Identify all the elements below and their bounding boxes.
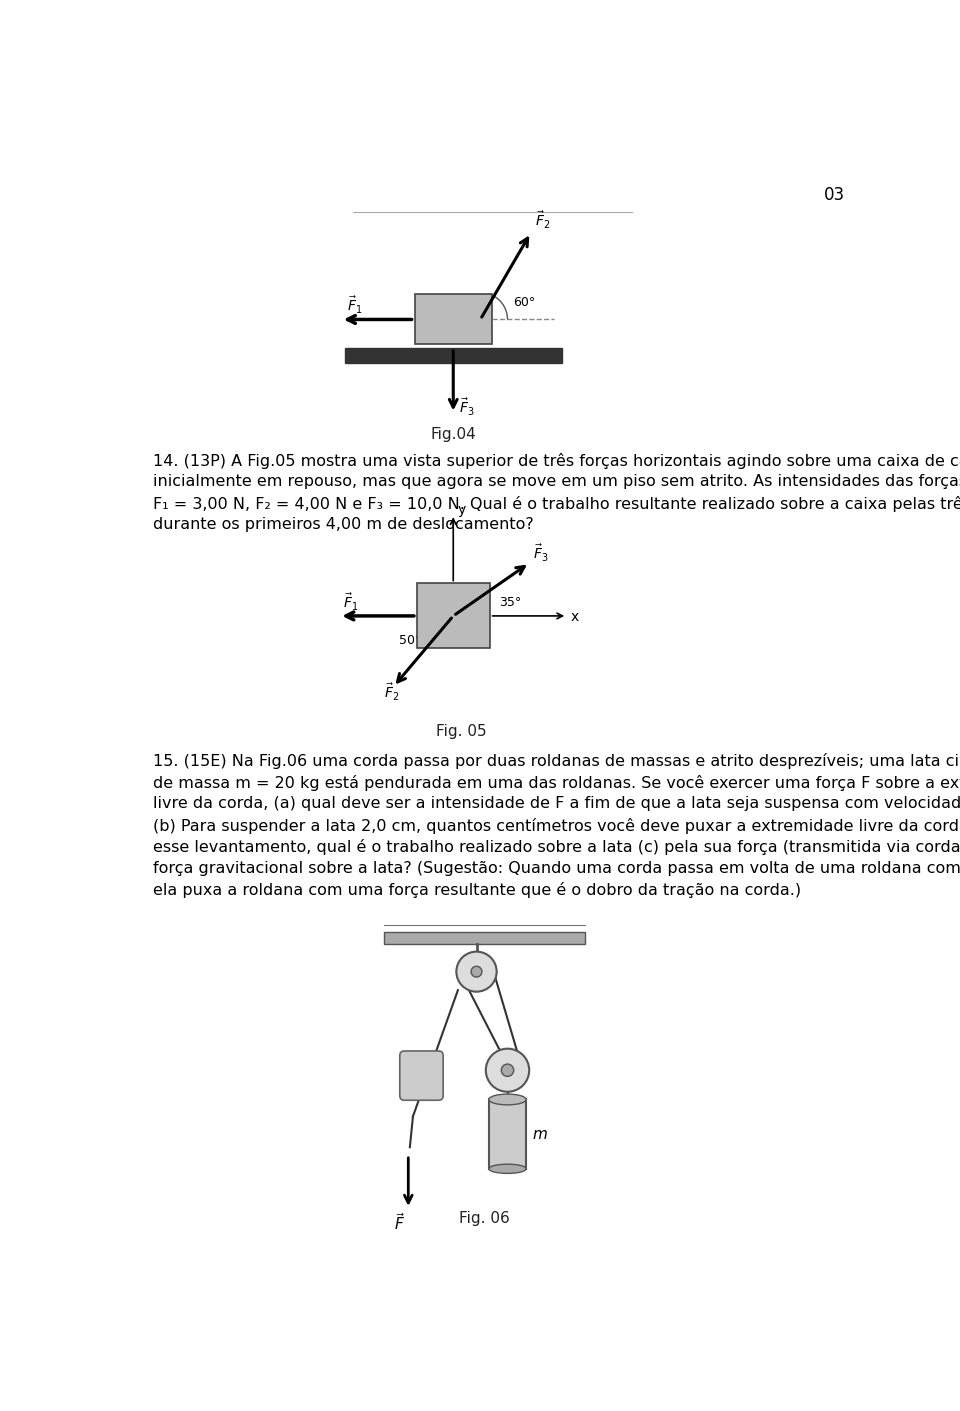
- Text: esse levantamento, qual é o trabalho realizado sobre a lata (c) pela sua força (: esse levantamento, qual é o trabalho rea…: [153, 840, 960, 855]
- Circle shape: [501, 1064, 514, 1077]
- Text: ela puxa a roldana com uma força resultante que é o dobro da tração na corda.): ela puxa a roldana com uma força resulta…: [153, 882, 801, 899]
- Text: Fig. 06: Fig. 06: [459, 1211, 510, 1226]
- Text: m: m: [532, 1126, 547, 1141]
- Text: durante os primeiros 4,00 m de deslocamento?: durante os primeiros 4,00 m de deslocame…: [153, 518, 534, 532]
- Text: $\vec{F}_3$: $\vec{F}_3$: [533, 543, 548, 564]
- Text: $\vec{F}$: $\vec{F}$: [395, 1212, 405, 1233]
- Text: 03: 03: [824, 186, 845, 205]
- Text: inicialmente em repouso, mas que agora se move em um piso sem atrito. As intensi: inicialmente em repouso, mas que agora s…: [153, 474, 960, 490]
- Text: 14. (13P) A Fig.05 mostra uma vista superior de três forças horizontais agindo s: 14. (13P) A Fig.05 mostra uma vista supe…: [153, 453, 960, 468]
- Text: F₁ = 3,00 N, F₂ = 4,00 N e F₃ = 10,0 N. Qual é o trabalho resultante realizado s: F₁ = 3,00 N, F₂ = 4,00 N e F₃ = 10,0 N. …: [153, 495, 960, 512]
- Text: y: y: [457, 504, 466, 518]
- Bar: [489, 1099, 526, 1168]
- Text: de massa m = 20 kg está pendurada em uma das roldanas. Se você exercer uma força: de massa m = 20 kg está pendurada em uma…: [153, 775, 960, 790]
- Text: Fig. 05: Fig. 05: [436, 724, 487, 739]
- Text: $\vec{F}_3$: $\vec{F}_3$: [460, 396, 475, 418]
- Bar: [417, 583, 491, 648]
- Text: $\vec{F}_1$: $\vec{F}_1$: [348, 295, 363, 316]
- Text: livre da corda, (a) qual deve ser a intensidade de F a fim de que a lata seja su: livre da corda, (a) qual deve ser a inte…: [153, 796, 960, 811]
- Text: $\vec{F}_2$: $\vec{F}_2$: [384, 682, 399, 703]
- Bar: [415, 293, 492, 344]
- Ellipse shape: [489, 1094, 526, 1105]
- Text: x: x: [570, 611, 579, 625]
- Ellipse shape: [489, 1164, 526, 1174]
- Circle shape: [471, 967, 482, 976]
- FancyBboxPatch shape: [399, 1051, 444, 1101]
- Text: 60°: 60°: [513, 296, 535, 309]
- Text: $\vec{F}_1$: $\vec{F}_1$: [344, 591, 359, 612]
- Text: 35°: 35°: [499, 595, 521, 608]
- Text: 50°: 50°: [399, 634, 421, 648]
- Text: (b) Para suspender a lata 2,0 cm, quantos centímetros você deve puxar a extremid: (b) Para suspender a lata 2,0 cm, quanto…: [153, 817, 960, 834]
- Circle shape: [456, 951, 496, 992]
- Circle shape: [486, 1048, 529, 1092]
- Text: força gravitacional sobre a lata? (Sugestão: Quando uma corda passa em volta de : força gravitacional sobre a lata? (Suges…: [153, 861, 960, 876]
- Bar: [383, 931, 585, 944]
- Text: Fig.04: Fig.04: [430, 428, 476, 442]
- Text: $\vec{F}_2$: $\vec{F}_2$: [535, 210, 550, 231]
- Text: 15. (15E) Na Fig.06 uma corda passa por duas roldanas de massas e atrito desprez: 15. (15E) Na Fig.06 uma corda passa por …: [153, 753, 960, 769]
- Bar: [345, 349, 562, 364]
